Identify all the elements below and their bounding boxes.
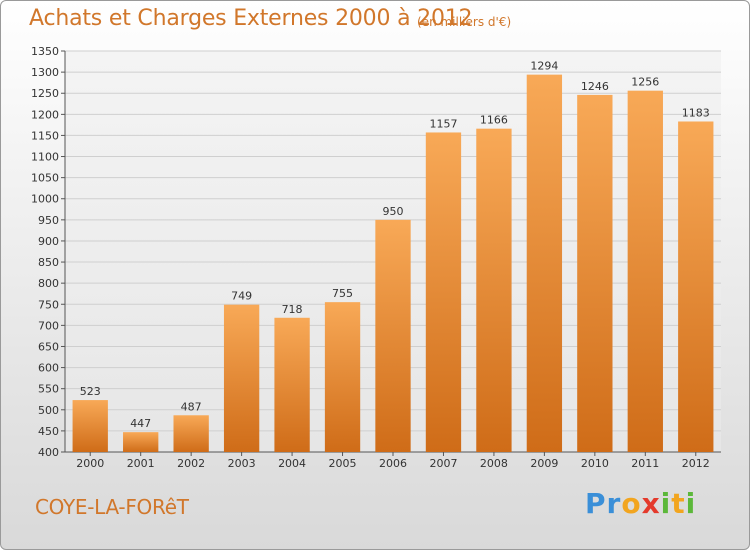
bar bbox=[173, 415, 209, 452]
y-tick-label: 500 bbox=[38, 404, 59, 417]
data-label: 755 bbox=[332, 287, 353, 300]
y-tick-label: 700 bbox=[38, 319, 59, 332]
x-tick-label: 2008 bbox=[480, 457, 508, 470]
y-tick-label: 1100 bbox=[31, 151, 59, 164]
logo-letter: i bbox=[685, 487, 697, 520]
y-tick-label: 750 bbox=[38, 298, 59, 311]
x-tick-label: 2006 bbox=[379, 457, 407, 470]
y-tick-label: 650 bbox=[38, 340, 59, 353]
x-tick-label: 2003 bbox=[228, 457, 256, 470]
y-tick-label: 1350 bbox=[31, 45, 59, 58]
data-label: 487 bbox=[181, 400, 202, 413]
chart-subtitle: (en milliers d'€) bbox=[417, 15, 512, 29]
x-tick-label: 2005 bbox=[329, 457, 357, 470]
bar bbox=[72, 400, 108, 452]
x-tick-label: 2011 bbox=[631, 457, 659, 470]
bar bbox=[627, 90, 663, 453]
data-label: 950 bbox=[383, 205, 404, 218]
chart-title: Achats et Charges Externes 2000 à 2012 bbox=[29, 6, 473, 31]
logo-letter: t bbox=[671, 487, 686, 520]
y-tick-label: 950 bbox=[38, 214, 59, 227]
bar bbox=[123, 432, 159, 452]
y-tick-label: 600 bbox=[38, 362, 59, 375]
data-label: 523 bbox=[80, 385, 101, 398]
x-tick-label: 2001 bbox=[127, 457, 155, 470]
x-tick-label: 2007 bbox=[429, 457, 457, 470]
data-label: 718 bbox=[282, 303, 303, 316]
plot-area: 400 450 500 550 600 650 700 750 800 850 900 950 1000… bbox=[31, 45, 721, 470]
data-label: 1183 bbox=[682, 106, 710, 119]
bar bbox=[223, 304, 260, 452]
proxiti-logo[interactable]: Proxiti bbox=[585, 487, 696, 520]
data-label: 1166 bbox=[480, 114, 508, 127]
bar bbox=[425, 132, 462, 452]
bar bbox=[476, 128, 512, 452]
y-tick-label: 450 bbox=[38, 425, 59, 438]
bar bbox=[577, 94, 613, 452]
x-tick-label: 2009 bbox=[530, 457, 558, 470]
x-tick-label: 2000 bbox=[76, 457, 104, 470]
bar bbox=[324, 302, 361, 452]
y-tick-label: 1250 bbox=[31, 87, 59, 100]
y-tick-label: 800 bbox=[38, 277, 59, 290]
bar bbox=[678, 121, 714, 452]
y-tick-label: 550 bbox=[38, 383, 59, 396]
logo-letter: x bbox=[641, 487, 661, 520]
logo-letter: r bbox=[606, 487, 622, 520]
data-label: 1157 bbox=[429, 117, 457, 130]
y-tick-label: 1000 bbox=[31, 193, 59, 206]
logo-letter: P bbox=[585, 487, 607, 520]
data-label: 1294 bbox=[530, 60, 558, 73]
commune-name: COYE-LA-FORêT bbox=[35, 495, 189, 519]
x-tick-label: 2004 bbox=[278, 457, 306, 470]
y-tick-label: 900 bbox=[38, 235, 59, 248]
bar bbox=[375, 219, 411, 452]
data-label: 1256 bbox=[631, 76, 659, 89]
bar bbox=[526, 74, 563, 453]
y-tick-label: 1150 bbox=[31, 129, 59, 142]
logo-letter: i bbox=[660, 487, 672, 520]
y-tick-label: 1050 bbox=[31, 172, 59, 185]
y-tick-label: 400 bbox=[38, 446, 59, 459]
x-tick-label: 2010 bbox=[581, 457, 609, 470]
bar bbox=[274, 317, 310, 452]
data-label: 447 bbox=[130, 417, 151, 430]
y-tick-label: 1200 bbox=[31, 108, 59, 121]
data-label: 749 bbox=[231, 290, 252, 303]
y-tick-label: 850 bbox=[38, 256, 59, 269]
logo-letter: o bbox=[621, 487, 642, 520]
x-tick-label: 2012 bbox=[682, 457, 710, 470]
data-label: 1246 bbox=[581, 80, 609, 93]
y-tick-label: 1300 bbox=[31, 66, 59, 79]
x-tick-label: 2002 bbox=[177, 457, 205, 470]
